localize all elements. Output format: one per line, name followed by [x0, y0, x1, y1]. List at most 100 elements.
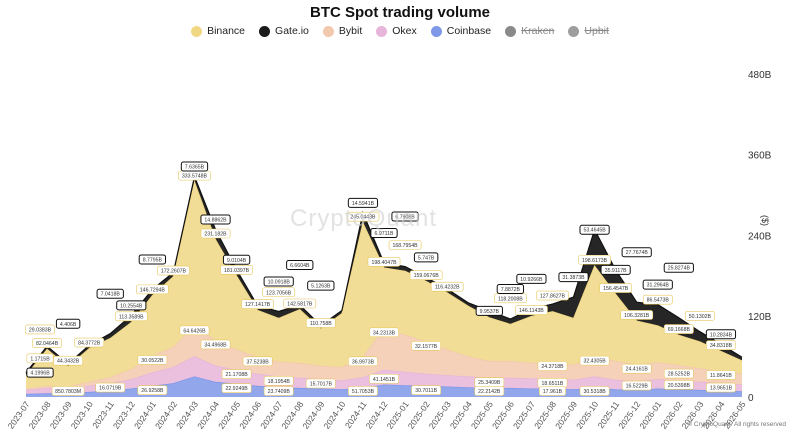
- data-label-text: 7.0418B: [101, 292, 121, 298]
- data-label-text: 44.3432B: [57, 359, 80, 365]
- data-label-gate-io: 10.0918B: [263, 276, 294, 287]
- data-label-binance: 84.3772B: [74, 337, 105, 348]
- legend-label: Okex: [392, 25, 417, 37]
- data-label-text: 6.6604B: [290, 263, 310, 269]
- data-label-box: [391, 211, 419, 222]
- legend-swatch-kraken: [505, 25, 517, 37]
- data-label-text: 231.182B: [204, 232, 227, 238]
- data-label-text: 146.1143B: [519, 308, 544, 314]
- data-label-text: 7.6365B: [185, 165, 205, 171]
- legend-item-gate-io[interactable]: Gate.io: [259, 25, 309, 37]
- legend-label: Kraken: [521, 25, 555, 37]
- data-label-box: [220, 265, 253, 275]
- data-label-gate-io: 25.8274B: [663, 262, 694, 273]
- data-label-text: 20.5398B: [668, 383, 691, 389]
- data-label-coinbase: 26.9258B: [137, 385, 168, 396]
- data-label-box: [621, 247, 652, 258]
- data-label-text: 31.2964B: [647, 283, 670, 289]
- data-label-box: [116, 300, 147, 311]
- data-label-gate-io: 27.7674B: [621, 247, 652, 258]
- data-label-text: 9.0104B: [227, 258, 247, 264]
- legend-item-bybit[interactable]: Bybit: [322, 25, 362, 37]
- data-label-binance: 113.3589B: [114, 311, 148, 322]
- data-label-text: 245.0443B: [350, 215, 376, 221]
- data-label-text: 34.8318B: [710, 343, 733, 349]
- data-label-box: [242, 356, 273, 367]
- data-label-text: 159.0676B: [414, 273, 440, 279]
- data-label-bybit: 37.5238B: [242, 356, 273, 367]
- data-label-coinbase: 23.7409B: [263, 386, 294, 396]
- data-label-gate-io: 53.4645B: [579, 224, 610, 235]
- data-label-text: 22.2142B: [478, 389, 501, 395]
- data-label-box: [200, 214, 231, 225]
- data-label-box: [222, 254, 251, 265]
- data-label-box: [305, 318, 336, 328]
- legend-label: Upbit: [584, 25, 609, 37]
- data-label-gate-io: 7.0418B: [96, 288, 124, 299]
- data-label-text: 53.4645B: [583, 228, 606, 234]
- data-label-text: 37.5238B: [247, 359, 270, 365]
- y-tick-label: 0: [748, 393, 754, 404]
- data-label-gate-io: 4.1996B: [26, 367, 54, 378]
- data-label-gate-io: 14.5941B: [347, 197, 379, 208]
- data-label-box: [137, 385, 168, 396]
- y-tick-label: 120B: [748, 312, 772, 323]
- data-label-box: [348, 386, 378, 396]
- data-label-box: [558, 272, 589, 283]
- data-label-text: 6.9711B: [375, 231, 394, 237]
- data-label-box: [32, 338, 62, 349]
- data-labels: 333.5748B 245.0443B 231.182B 198.4047B 198.6…: [25, 161, 737, 396]
- data-label-text: 172.2607B: [161, 269, 187, 275]
- data-label-box: [578, 254, 611, 265]
- legend-swatch-gate-io: [259, 25, 271, 37]
- data-label-box: [51, 386, 85, 396]
- data-label-okex: 15.7017B: [305, 378, 336, 389]
- data-label-binance: 231.182B: [200, 228, 231, 239]
- data-label-text: 29.0383B: [29, 327, 52, 333]
- data-label-text: 142.5817B: [287, 302, 313, 308]
- legend-item-okex[interactable]: Okex: [376, 25, 417, 37]
- data-label-bybit: 24.3718B: [537, 361, 568, 371]
- data-label-text: 69.1668B: [668, 327, 691, 333]
- data-label-text: 850.7803M: [55, 389, 81, 395]
- data-label-text: 24.3718B: [541, 364, 564, 370]
- legend-item-upbit[interactable]: Upbit: [568, 25, 609, 37]
- data-label-coinbase: 22.2142B: [474, 386, 505, 396]
- data-label-text: 10.2834B: [710, 332, 733, 338]
- data-label-box: [25, 324, 55, 335]
- y-axis-ticks: 0 120B 240B 360B 480B: [748, 70, 772, 404]
- data-label-box: [388, 240, 422, 250]
- data-label-gate-io: 6.9711B: [370, 228, 398, 239]
- data-label-box: [621, 363, 652, 374]
- legend-swatch-okex: [376, 25, 388, 37]
- data-label-binance: 86.5473B: [642, 294, 673, 305]
- data-label-text: 127.8627B: [540, 294, 566, 300]
- legend-item-coinbase[interactable]: Coinbase: [430, 25, 491, 37]
- data-label-text: 30.0522B: [141, 358, 164, 364]
- data-label-box: [600, 264, 631, 275]
- data-label-box: [221, 383, 252, 394]
- data-label-box: [663, 262, 694, 273]
- data-label-box: [684, 311, 715, 321]
- legend-item-kraken[interactable]: Kraken: [505, 25, 554, 37]
- data-label-box: [579, 224, 610, 235]
- data-label-text: 31.3873B: [562, 275, 585, 281]
- data-label-text: 333.5748B: [182, 174, 208, 180]
- data-label-box: [411, 385, 442, 396]
- data-label-box: [157, 265, 190, 276]
- data-label-box: [579, 355, 610, 366]
- data-label-text: 51.7053B: [352, 389, 375, 395]
- data-label-binance: 333.5748B: [178, 170, 211, 181]
- data-label-box: [138, 254, 167, 265]
- data-label-text: 116.4232B: [435, 285, 460, 291]
- data-label-box: [53, 355, 84, 366]
- data-label-okex: 18.1954B: [263, 376, 294, 386]
- data-label-text: 10.9266B: [520, 277, 543, 283]
- data-label-box: [241, 299, 274, 309]
- data-label-box: [346, 211, 380, 222]
- data-label-text: 198.4047B: [371, 260, 397, 266]
- data-label-okex: 18.6511B: [537, 378, 568, 388]
- legend-item-binance[interactable]: Binance: [191, 25, 245, 37]
- data-label-text: 14.8862B: [204, 217, 227, 223]
